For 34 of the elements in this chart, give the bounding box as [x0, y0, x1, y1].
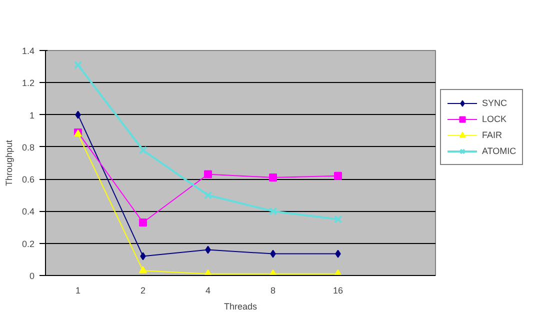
point: [74, 60, 82, 70]
legend-label: LOCK: [482, 113, 507, 126]
x-tick-label: 16: [332, 286, 344, 296]
point: [268, 207, 278, 216]
y-tick-label: 1.4: [22, 46, 35, 56]
x-tick-label: 2: [140, 286, 146, 296]
x-axis-title: Threads: [224, 302, 258, 312]
point: [140, 252, 146, 260]
y-tick-label: 0.2: [22, 238, 35, 249]
point: [334, 172, 342, 180]
y-tick-label: 1.2: [22, 78, 35, 88]
point: [204, 190, 212, 200]
legend-label: SYNC: [482, 97, 508, 110]
y-axis-title: Throughput: [4, 139, 14, 186]
y-tick-label: 1: [29, 110, 35, 120]
point: [270, 250, 276, 258]
point: [139, 218, 147, 226]
y-tick-label: 0.4: [22, 206, 35, 217]
y-tick-label: 0.8: [22, 142, 35, 152]
point: [205, 246, 211, 254]
point: [204, 170, 212, 178]
y-tick-label: 0: [29, 271, 35, 281]
point: [75, 110, 81, 119]
x-tick-label: 4: [205, 286, 211, 296]
y-tick-label: 0.6: [22, 174, 35, 185]
point: [335, 250, 341, 258]
x-tick-label: 8: [270, 286, 276, 296]
legend-label: FAIR: [482, 129, 502, 142]
point: [138, 146, 148, 154]
point: [334, 215, 342, 224]
x-tick-label: 1: [75, 286, 81, 296]
point: [139, 266, 147, 274]
legend-label: ATOMIC: [482, 145, 516, 158]
point: [269, 173, 277, 182]
